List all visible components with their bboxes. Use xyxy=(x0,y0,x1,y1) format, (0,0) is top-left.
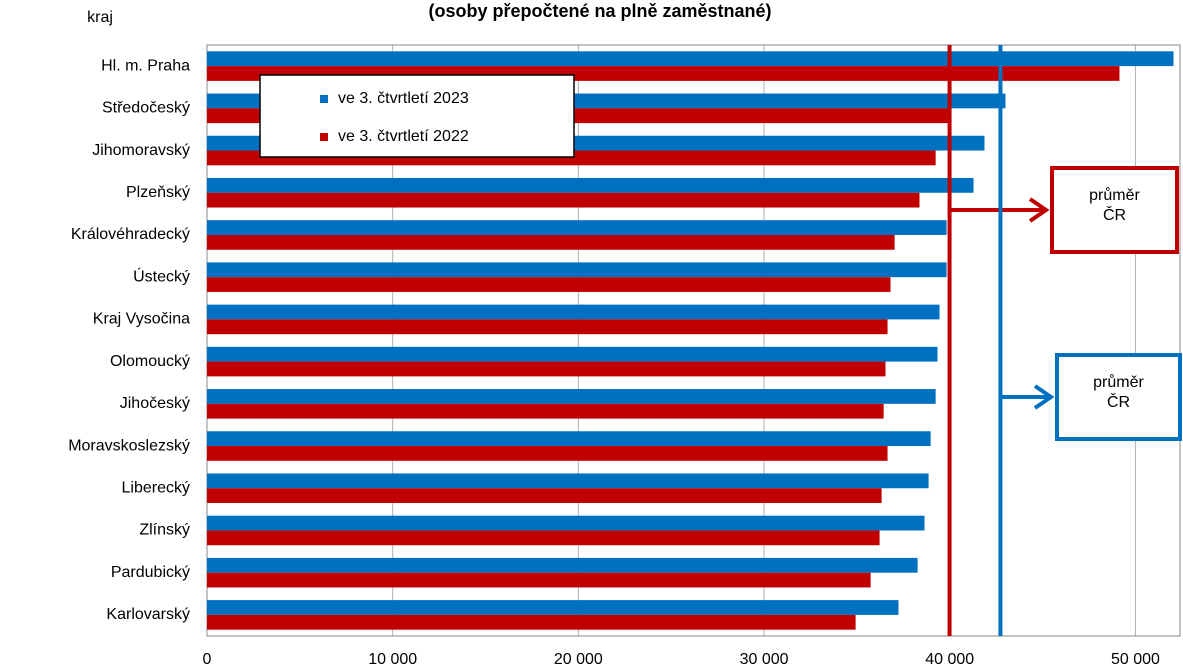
bar xyxy=(207,572,871,588)
y-tick-label: Hl. m. Praha xyxy=(101,57,190,74)
x-tick-label: 20 000 xyxy=(554,651,603,668)
annotation-text: průměr xyxy=(1093,373,1144,391)
bar xyxy=(207,600,899,615)
bar xyxy=(207,515,925,531)
y-tick-label: Plzeňský xyxy=(126,184,190,201)
x-tick-label: 0 xyxy=(203,651,212,668)
x-tick-label: 50 000 xyxy=(1111,651,1160,668)
legend: ve 3. čtvrtletí 2023 ve 3. čtvrtletí 2022 xyxy=(259,74,575,158)
bar xyxy=(207,557,918,573)
annotation-text: ČR xyxy=(1107,392,1130,411)
bar xyxy=(207,346,938,362)
y-tick-label: Středočeský xyxy=(102,100,190,117)
plot-frame xyxy=(206,44,1181,637)
annotation-text: ČR xyxy=(1103,205,1126,224)
y-tick-label: Zlínský xyxy=(139,522,190,539)
bar xyxy=(207,277,891,292)
arrow-head xyxy=(1028,197,1050,223)
chart-subtitle: (osoby přepočtené na plně zaměstnané) xyxy=(428,1,771,21)
bar xyxy=(207,473,929,489)
y-tick-label: Pardubický xyxy=(111,564,190,581)
arrow-head xyxy=(1033,384,1055,410)
bar xyxy=(207,51,1174,67)
bar xyxy=(207,192,920,208)
legend-box xyxy=(259,74,575,158)
legend-swatch xyxy=(320,95,328,103)
legend-swatch xyxy=(320,133,328,141)
y-tick-label: Ústecký xyxy=(133,266,190,285)
x-tick-label: 30 000 xyxy=(740,651,789,668)
bar xyxy=(207,177,974,193)
y-tick-label: Olomoucký xyxy=(110,353,190,370)
bar xyxy=(207,220,947,235)
bar xyxy=(207,614,856,630)
bar xyxy=(207,319,888,335)
y-tick-label: Královéhradecký xyxy=(71,226,190,243)
bar xyxy=(207,431,931,447)
bar xyxy=(207,262,947,278)
annotation-box xyxy=(1050,166,1179,254)
bar xyxy=(207,361,886,377)
bar xyxy=(207,234,895,250)
legend-label: ve 3. čtvrtletí 2022 xyxy=(338,128,469,145)
bar xyxy=(207,446,888,461)
bar xyxy=(207,530,880,546)
x-tick-label: 10 000 xyxy=(368,651,417,668)
y-tick-label: Moravskoslezský xyxy=(68,437,190,454)
y-tick-label: Jihomoravský xyxy=(92,142,190,159)
y-tick-label: Karlovarský xyxy=(106,606,190,623)
bar xyxy=(207,488,882,504)
bar xyxy=(207,389,936,404)
y-tick-label: Kraj Vysočina xyxy=(93,311,190,328)
y-tick-label: Jihočeský xyxy=(120,395,190,412)
bar xyxy=(207,403,884,419)
legend-label: ve 3. čtvrtletí 2023 xyxy=(338,90,469,107)
y-tick-label: Liberecký xyxy=(122,479,190,496)
x-tick-label: 40 000 xyxy=(925,651,974,668)
annotation-text: průměr xyxy=(1089,186,1140,204)
bar xyxy=(207,304,940,320)
y-axis-label: kraj xyxy=(87,9,113,26)
annotation-box xyxy=(1055,353,1182,441)
